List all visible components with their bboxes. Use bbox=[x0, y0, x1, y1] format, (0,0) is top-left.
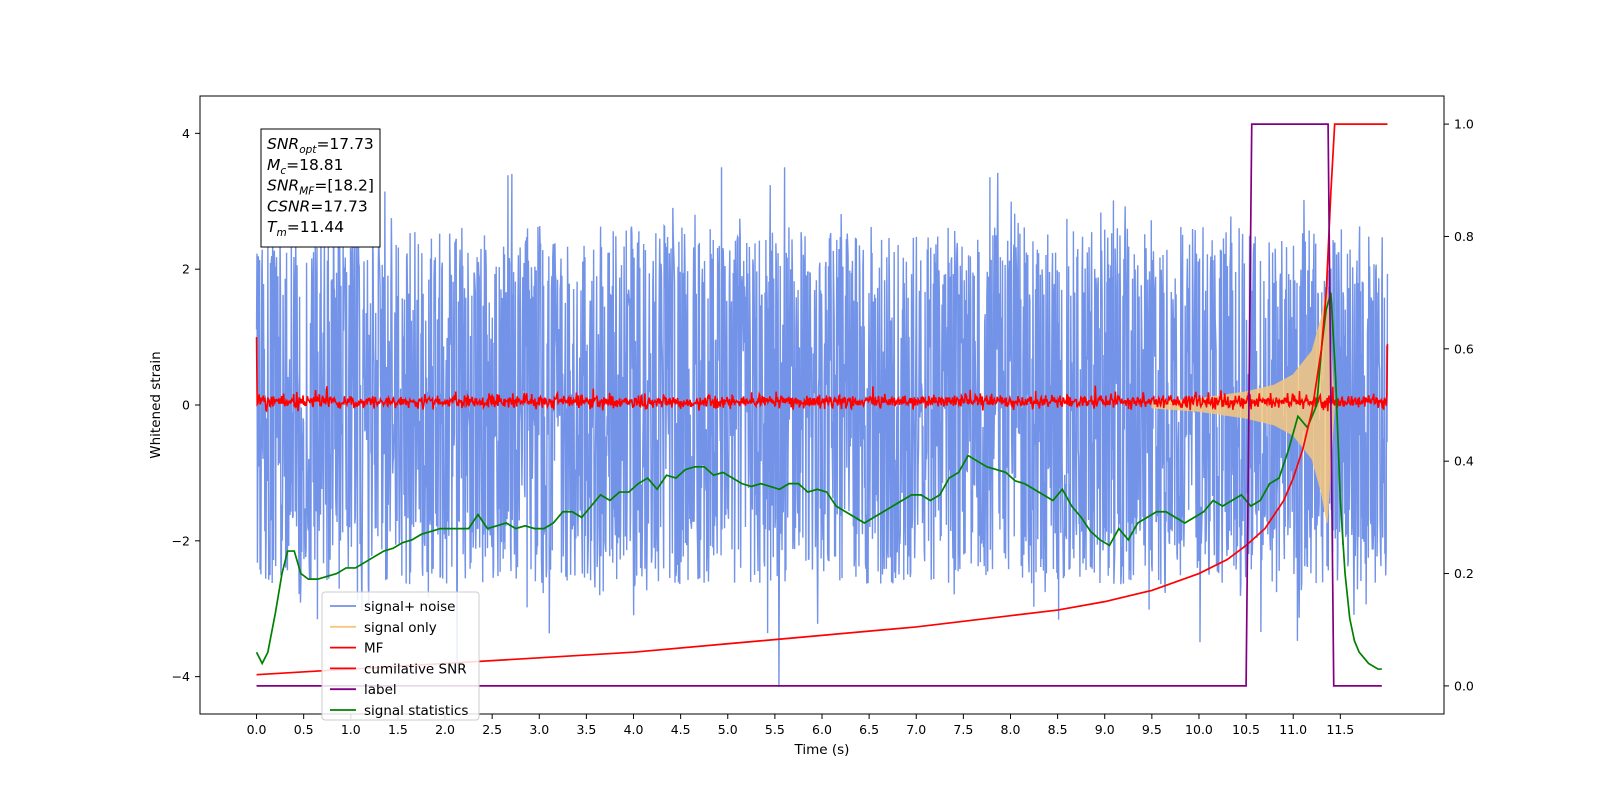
annotation-line: SNRopt=17.73 bbox=[267, 135, 374, 156]
legend-entry-label: signal statistics bbox=[364, 703, 468, 719]
y2-tick-label: 0.2 bbox=[1454, 566, 1474, 581]
legend-entry-label: cumilative SNR bbox=[364, 661, 467, 677]
x-tick-label: 8.0 bbox=[1001, 722, 1021, 737]
y-tick-label: 2 bbox=[182, 262, 190, 277]
y-tick-label: −2 bbox=[172, 533, 190, 548]
series-label-line bbox=[256, 123, 1382, 687]
x-tick-label: 5.5 bbox=[765, 722, 785, 737]
x-tick-label: 6.0 bbox=[812, 722, 832, 737]
x-tick-label: 3.5 bbox=[576, 722, 596, 737]
x-axis: 0.0 0.5 1.0 1.5 2.0 2.5 3.0 3.5 4.0 4.5 5.0 5.5 6.0 6… bbox=[247, 714, 1354, 737]
legend-entry-label: signal only bbox=[364, 620, 437, 636]
y2-tick-label: 0.0 bbox=[1454, 678, 1474, 693]
legend-frame bbox=[321, 591, 480, 721]
legend: signal+ noise signal only MF cumilative SNR… bbox=[321, 591, 480, 721]
x-tick-label: 11.0 bbox=[1279, 722, 1307, 737]
x-tick-label: 0.0 bbox=[247, 722, 267, 737]
y-axis-right: 1.0 0.8 0.6 0.4 0.2 0.0 bbox=[1444, 117, 1474, 693]
legend-entry-label: label bbox=[364, 682, 397, 698]
legend-entry-label: MF bbox=[364, 641, 383, 657]
annotation-line: Mc=18.81 bbox=[267, 156, 344, 177]
annotation-box-frame bbox=[260, 128, 381, 248]
series-cumulative-snr-line bbox=[256, 123, 1388, 676]
y2-tick-label: 0.6 bbox=[1454, 341, 1474, 356]
annotation-line: CSNR=17.73 bbox=[267, 197, 368, 215]
series-signal-statistics-line bbox=[255, 292, 1382, 670]
y-axis-left: 4 2 0 −2 −4 bbox=[172, 126, 200, 684]
x-tick-label: 4.0 bbox=[624, 722, 644, 737]
y2-tick-label: 0.4 bbox=[1454, 454, 1474, 469]
x-tick-label: 9.0 bbox=[1095, 722, 1115, 737]
series-mf-line bbox=[255, 337, 1389, 413]
y2-tick-label: 0.8 bbox=[1454, 229, 1474, 244]
plot-area bbox=[255, 123, 1389, 687]
x-tick-label: 0.5 bbox=[294, 722, 314, 737]
stats-annotation-box: SNRopt=17.73Mc=18.81SNRMF=[18.2]CSNR=17.… bbox=[260, 128, 381, 248]
y-tick-label: 4 bbox=[182, 126, 190, 141]
y2-tick-label: 1.0 bbox=[1454, 117, 1474, 132]
y-axis-label: Whitened strain bbox=[148, 351, 164, 458]
x-tick-label: 2.0 bbox=[435, 722, 455, 737]
x-tick-label: 9.5 bbox=[1142, 722, 1162, 737]
x-tick-label: 8.5 bbox=[1048, 722, 1068, 737]
annotation-line: SNRMF=[18.2] bbox=[267, 177, 374, 198]
x-axis-label: Time (s) bbox=[794, 742, 850, 758]
x-tick-label: 2.5 bbox=[482, 722, 502, 737]
x-tick-label: 7.5 bbox=[953, 722, 973, 737]
y-tick-label: −4 bbox=[172, 669, 190, 684]
y-tick-label: 0 bbox=[182, 398, 190, 413]
x-tick-label: 11.5 bbox=[1326, 722, 1354, 737]
x-tick-label: 3.0 bbox=[529, 722, 549, 737]
x-tick-label: 7.0 bbox=[906, 722, 926, 737]
x-tick-label: 10.5 bbox=[1232, 722, 1260, 737]
x-tick-label: 1.5 bbox=[388, 722, 408, 737]
legend-entry-label: signal+ noise bbox=[364, 599, 455, 615]
x-tick-label: 10.0 bbox=[1185, 722, 1213, 737]
series-signal-noise-line bbox=[255, 167, 1389, 687]
x-tick-label: 4.5 bbox=[671, 722, 691, 737]
x-tick-label: 1.0 bbox=[341, 722, 361, 737]
x-tick-label: 6.5 bbox=[859, 722, 879, 737]
annotation-line: Tm=11.44 bbox=[267, 218, 344, 239]
x-tick-label: 5.0 bbox=[718, 722, 738, 737]
